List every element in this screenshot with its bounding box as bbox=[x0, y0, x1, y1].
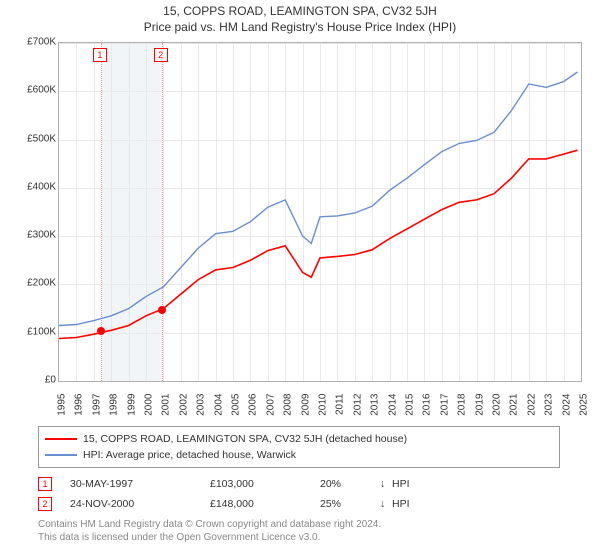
legend: 15, COPPS ROAD, LEAMINGTON SPA, CV32 5JH… bbox=[38, 426, 560, 468]
sale-pct: 25% bbox=[320, 498, 380, 510]
x-axis-label: 2001 bbox=[161, 394, 172, 424]
legend-swatch bbox=[45, 454, 77, 456]
y-axis-label: £400K bbox=[16, 181, 56, 192]
footer-attribution: Contains HM Land Registry data © Crown c… bbox=[38, 518, 600, 544]
x-axis-label: 2000 bbox=[144, 394, 155, 424]
x-axis-label: 2019 bbox=[474, 394, 485, 424]
x-axis-label: 1998 bbox=[109, 394, 120, 424]
y-axis-label: £700K bbox=[16, 37, 56, 48]
x-axis-label: 1995 bbox=[57, 394, 68, 424]
sales-table: 1 30-MAY-1997 £103,000 20% ↓ HPI 2 24-NO… bbox=[38, 474, 560, 514]
sale-marker-box: 2 bbox=[154, 48, 168, 62]
sale-dot bbox=[97, 327, 105, 335]
x-axis-label: 2025 bbox=[579, 394, 590, 424]
y-axis-label: £600K bbox=[16, 85, 56, 96]
sale-marker-box: 2 bbox=[38, 497, 52, 511]
footer-line: Contains HM Land Registry data © Crown c… bbox=[38, 518, 600, 531]
sale-price: £103,000 bbox=[210, 478, 320, 490]
series-line bbox=[59, 72, 578, 326]
sale-dot bbox=[158, 306, 166, 314]
x-axis-label: 2020 bbox=[492, 394, 503, 424]
sale-price: £148,000 bbox=[210, 498, 320, 510]
x-axis-label: 2023 bbox=[544, 394, 555, 424]
y-axis-label: £500K bbox=[16, 133, 56, 144]
down-arrow-icon: ↓ bbox=[380, 498, 392, 510]
x-axis-label: 2022 bbox=[526, 394, 537, 424]
sales-row: 2 24-NOV-2000 £148,000 25% ↓ HPI bbox=[38, 494, 560, 514]
sale-hpi-label: HPI bbox=[392, 478, 422, 490]
down-arrow-icon: ↓ bbox=[380, 478, 392, 490]
y-axis-label: £300K bbox=[16, 230, 56, 241]
x-axis-label: 2005 bbox=[231, 394, 242, 424]
x-axis-label: 2024 bbox=[561, 394, 572, 424]
x-axis-label: 2021 bbox=[509, 394, 520, 424]
x-axis-label: 2006 bbox=[248, 394, 259, 424]
footer-line: This data is licensed under the Open Gov… bbox=[38, 531, 600, 544]
legend-swatch bbox=[45, 438, 77, 440]
sale-marker-box: 1 bbox=[93, 48, 107, 62]
x-axis-label: 2016 bbox=[422, 394, 433, 424]
x-axis-label: 2011 bbox=[335, 394, 346, 424]
sale-date: 24-NOV-2000 bbox=[70, 498, 210, 510]
x-axis-label: 2017 bbox=[439, 394, 450, 424]
legend-item: HPI: Average price, detached house, Warw… bbox=[45, 447, 553, 463]
x-axis-label: 2004 bbox=[213, 394, 224, 424]
series-line bbox=[59, 150, 578, 338]
x-axis-label: 2010 bbox=[318, 394, 329, 424]
sale-hpi-label: HPI bbox=[392, 498, 422, 510]
x-axis-label: 2007 bbox=[265, 394, 276, 424]
x-axis-label: 2013 bbox=[370, 394, 381, 424]
legend-label: 15, COPPS ROAD, LEAMINGTON SPA, CV32 5JH… bbox=[83, 433, 407, 445]
y-axis-label: £0 bbox=[16, 375, 56, 386]
x-axis-label: 1996 bbox=[74, 394, 85, 424]
x-axis-label: 1999 bbox=[126, 394, 137, 424]
chart-title-subtitle: Price paid vs. HM Land Registry's House … bbox=[0, 18, 600, 36]
x-axis-label: 2014 bbox=[387, 394, 398, 424]
x-axis-label: 1997 bbox=[91, 394, 102, 424]
x-axis-label: 2003 bbox=[196, 394, 207, 424]
x-axis-label: 2018 bbox=[457, 394, 468, 424]
legend-item: 15, COPPS ROAD, LEAMINGTON SPA, CV32 5JH… bbox=[45, 431, 553, 447]
line-series-svg bbox=[59, 43, 581, 381]
plot-region bbox=[58, 42, 582, 382]
sale-marker-box: 1 bbox=[38, 477, 52, 491]
x-axis-label: 2015 bbox=[405, 394, 416, 424]
sale-date: 30-MAY-1997 bbox=[70, 478, 210, 490]
y-axis-label: £100K bbox=[16, 326, 56, 337]
chart-title-address: 15, COPPS ROAD, LEAMINGTON SPA, CV32 5JH bbox=[0, 0, 600, 18]
sales-row: 1 30-MAY-1997 £103,000 20% ↓ HPI bbox=[38, 474, 560, 494]
x-axis-label: 2009 bbox=[300, 394, 311, 424]
chart-area: £0 £100K £200K £300K £400K £500K £600K £700K 199… bbox=[10, 36, 590, 426]
x-axis-label: 2012 bbox=[352, 394, 363, 424]
y-axis-label: £200K bbox=[16, 278, 56, 289]
legend-label: HPI: Average price, detached house, Warw… bbox=[83, 449, 296, 461]
x-axis-label: 2008 bbox=[283, 394, 294, 424]
x-axis-label: 2002 bbox=[178, 394, 189, 424]
sale-pct: 20% bbox=[320, 478, 380, 490]
